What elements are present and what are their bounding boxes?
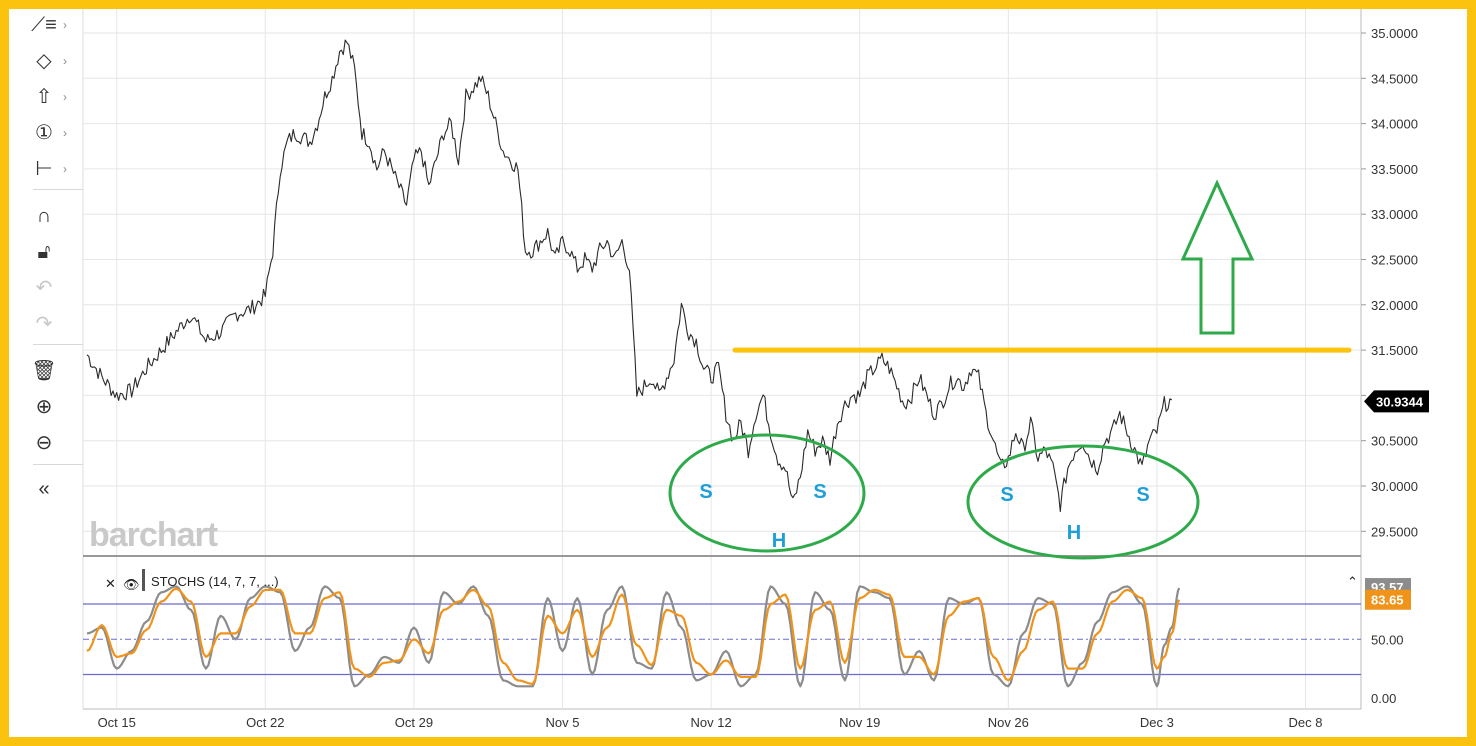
- arrow-up-icon: ⇧: [35, 86, 53, 108]
- y-tick-label: 33.5000: [1371, 162, 1418, 177]
- x-tick-label: Nov 26: [988, 715, 1029, 730]
- toolbar-divider: [33, 189, 83, 190]
- y-tick-label: 32.0000: [1371, 298, 1418, 313]
- drawing-toolbar: ⟋≡ › ◇ › ⇧ › ① › ⊢ › ∩ 🔓︎ ↶ ↷ 🗑︎ ⊕ ⊖ «: [9, 9, 83, 509]
- x-tick-label: Oct 15: [98, 715, 136, 730]
- collapse-icon: «: [38, 478, 50, 500]
- chevron-right-icon: ›: [63, 162, 67, 176]
- shapes-icon: ◇: [36, 50, 52, 72]
- y-tick-label: 35.0000: [1371, 26, 1418, 41]
- stoch-d-line: [86, 587, 1181, 685]
- shoulder-label: S: [699, 481, 712, 503]
- magnet-icon: ∩: [36, 205, 52, 227]
- toolbar-divider: [33, 344, 83, 345]
- measure-icon: ⊢: [35, 158, 53, 180]
- number-circle-icon: ①: [35, 122, 53, 144]
- stoch-y-tick-label: 50.00: [1371, 632, 1404, 647]
- toolbar-shapes-button[interactable]: ◇ ›: [31, 46, 81, 76]
- y-tick-label: 33.0000: [1371, 207, 1418, 222]
- toolbar-arrow-up-button[interactable]: ⇧ ›: [31, 82, 81, 112]
- chevron-right-icon: ›: [63, 90, 67, 104]
- toolbar-magnet-button[interactable]: ∩: [31, 201, 81, 231]
- barchart-watermark: barchart: [89, 516, 218, 554]
- undo-icon: ↶: [35, 277, 53, 299]
- trend-line-icon: ⟋≡: [31, 14, 57, 36]
- indicator-handle: [142, 569, 145, 591]
- zoom-in-icon: ⊕: [35, 396, 53, 418]
- x-tick-label: Nov 5: [546, 715, 580, 730]
- x-tick-label: Dec 3: [1140, 715, 1174, 730]
- head-shoulders-ellipse-1: [668, 433, 866, 553]
- close-indicator-icon[interactable]: ✕: [105, 576, 116, 591]
- shoulder-label: S: [1136, 484, 1149, 506]
- head-shoulders-ellipse-2: [966, 444, 1200, 560]
- chart-frame: ⟋≡ › ◇ › ⇧ › ① › ⊢ › ∩ 🔓︎ ↶ ↷ 🗑︎ ⊕ ⊖ « Oct 15 Oct 22 Oct 29…: [9, 9, 1467, 737]
- toolbar-zoom-in-button[interactable]: ⊕: [31, 392, 81, 422]
- y-tick-label: 34.5000: [1371, 71, 1418, 86]
- toolbar-collapse-button[interactable]: «: [31, 474, 81, 504]
- toolbar-redo-button[interactable]: ↷: [31, 309, 81, 339]
- x-tick-label: Oct 22: [246, 715, 284, 730]
- toolbar-number-circle-button[interactable]: ① ›: [31, 118, 81, 148]
- y-tick-label: 32.5000: [1371, 253, 1418, 268]
- up-arrow-shape: [1180, 179, 1255, 335]
- zoom-out-icon: ⊖: [35, 432, 53, 454]
- shoulder-label: S: [1000, 484, 1013, 506]
- shoulder-label: S: [813, 481, 826, 503]
- unlock-icon: 🔓︎: [37, 241, 51, 263]
- eye-icon[interactable]: 👁︎: [123, 577, 140, 592]
- toolbar-measure-button[interactable]: ⊢ ›: [31, 154, 81, 184]
- toolbar-divider: [33, 464, 83, 465]
- trash-icon: 🗑︎: [31, 360, 57, 382]
- chevron-right-icon: ›: [63, 54, 67, 68]
- x-tick-label: Oct 29: [395, 715, 433, 730]
- y-tick-label: 31.5000: [1371, 343, 1418, 358]
- head-label: H: [1067, 522, 1081, 544]
- stoch-d-value: 83.65: [1371, 593, 1404, 608]
- y-tick-label: 29.5000: [1371, 524, 1418, 539]
- y-tick-label: 30.0000: [1371, 479, 1418, 494]
- x-tick-label: Dec 8: [1289, 715, 1323, 730]
- y-tick-label: 30.5000: [1371, 434, 1418, 449]
- price-chart[interactable]: Oct 15 Oct 22 Oct 29 Nov 5 Nov 12 Nov 19 Nov 2…: [9, 9, 1467, 737]
- redo-icon: ↷: [35, 313, 53, 335]
- toolbar-trash-button[interactable]: 🗑︎: [31, 356, 81, 386]
- price-line: [86, 39, 1173, 513]
- last-price-value: 30.9344: [1376, 394, 1424, 409]
- chevron-right-icon: ›: [63, 126, 67, 140]
- x-tick-label: Nov 12: [691, 715, 732, 730]
- stoch-d-tag: [1365, 589, 1411, 610]
- toolbar-undo-button[interactable]: ↶: [31, 273, 81, 303]
- toolbar-trend-line-button[interactable]: ⟋≡ ›: [31, 10, 81, 40]
- chevron-up-icon[interactable]: ⌃: [1347, 574, 1358, 589]
- indicator-label: STOCHS (14, 7, 7, ...): [151, 574, 279, 589]
- toolbar-unlock-button[interactable]: 🔓︎: [31, 237, 81, 267]
- stoch-y-tick-label: 0.00: [1371, 691, 1396, 706]
- x-tick-label: Nov 19: [839, 715, 880, 730]
- head-label: H: [772, 530, 786, 552]
- y-tick-label: 34.0000: [1371, 117, 1418, 132]
- last-price-tag: [1364, 390, 1429, 413]
- toolbar-zoom-out-button[interactable]: ⊖: [31, 428, 81, 458]
- chevron-right-icon: ›: [63, 18, 67, 32]
